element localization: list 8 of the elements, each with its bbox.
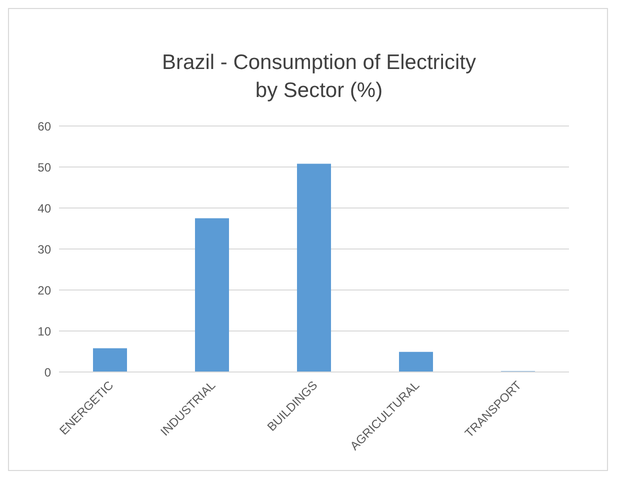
y-tick-label: 40: [38, 201, 52, 216]
y-tick-label: 60: [38, 119, 52, 134]
chart-title: Brazil - Consumption of Electricity by Sector (%): [161, 50, 477, 104]
y-tick-label: 30: [38, 242, 52, 256]
y-tick-label: 20: [38, 283, 52, 298]
y-tick-label: 50: [38, 160, 52, 174]
y-tick-label: 0: [44, 365, 52, 380]
y-tick-label: 10: [38, 324, 52, 338]
